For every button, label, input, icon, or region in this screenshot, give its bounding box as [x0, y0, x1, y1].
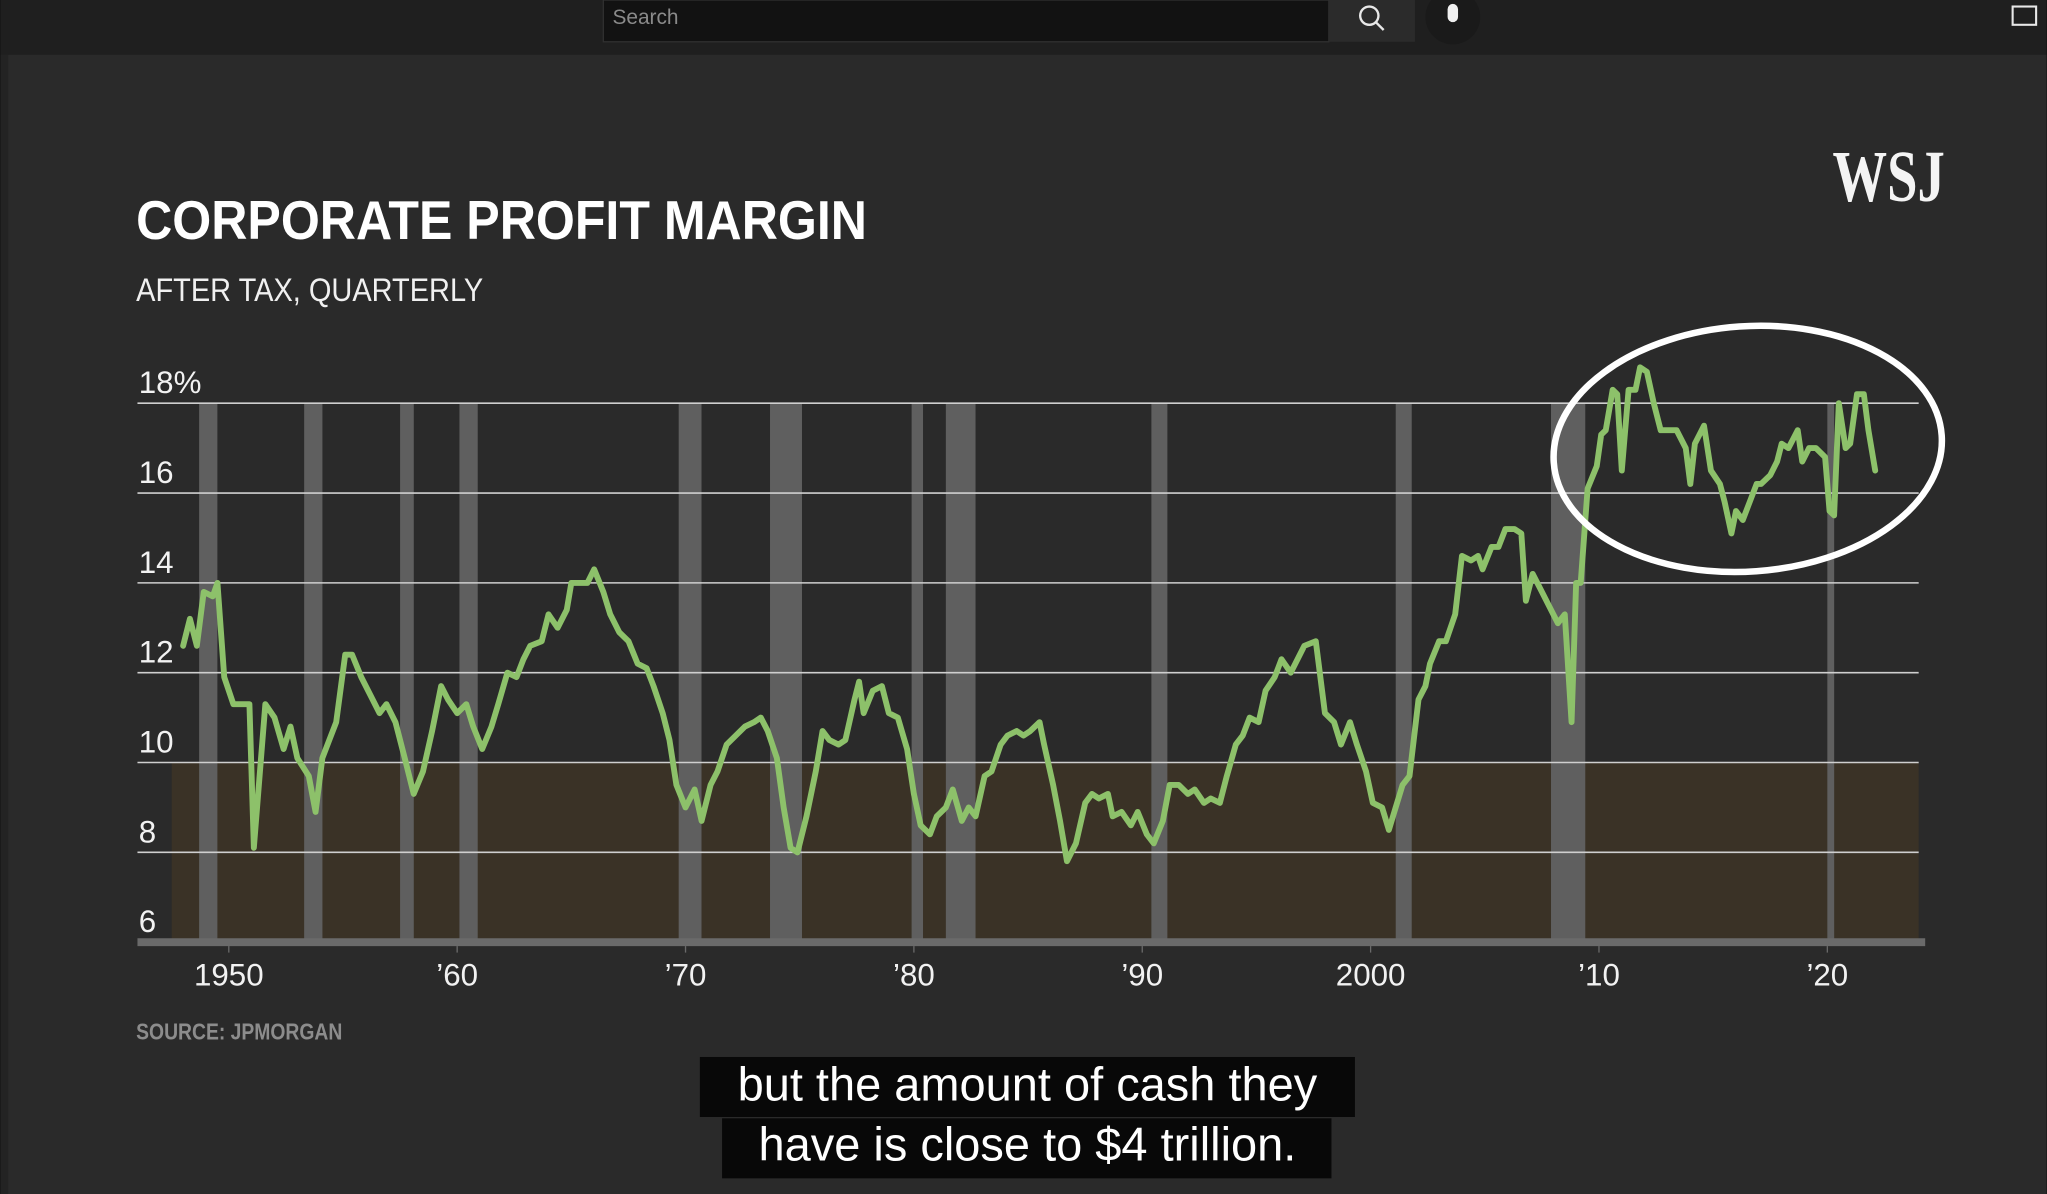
y-tick-label: 8: [139, 814, 156, 849]
caption-background: [722, 1118, 1332, 1179]
mic-icon: [1447, 3, 1459, 23]
x-tick-label: ’20: [1806, 958, 1848, 993]
create-button[interactable]: [2011, 5, 2038, 26]
y-tick-label: 16: [139, 455, 174, 490]
caption-background: [699, 1056, 1355, 1118]
x-tick-label: 1950: [194, 958, 264, 993]
y-tick-label: 14: [139, 545, 174, 580]
x-tick-label: ’70: [665, 958, 707, 993]
search-icon-handle: [1374, 21, 1385, 31]
chart-source: SOURCE: JPMORGAN: [136, 1019, 342, 1045]
x-tick-label: ’10: [1578, 958, 1620, 993]
profit-margin-line: [180, 364, 1879, 865]
x-tick-label: ’90: [1121, 958, 1163, 993]
x-tick-label: ’60: [436, 958, 478, 993]
plot: 18% 16 14 12 10 8 6 1950 ’60 ’70 ’80 ’90 2000 ’10 ’20: [137, 364, 1926, 993]
highlight-circle: [1550, 322, 1946, 576]
y-tick-label: 12: [139, 635, 174, 670]
search-box[interactable]: [602, 0, 1330, 43]
chart-title: CORPORATE PROFIT MARGIN: [136, 189, 867, 251]
wsj-logo: WSJ: [1833, 136, 1945, 217]
x-tick-label: ’80: [893, 958, 935, 993]
caption-line: have is close to $4 trillion.: [759, 1118, 1297, 1171]
caption-line: but the amount of cash they: [738, 1058, 1318, 1111]
video-content: [8, 54, 2047, 1194]
search-icon: [1358, 5, 1380, 26]
chart-subtitle: AFTER TAX, QUARTERLY: [136, 271, 483, 308]
search-placeholder: Search: [612, 6, 678, 29]
y-tick-label: 10: [139, 725, 174, 760]
y-tick-label: 18%: [139, 365, 202, 400]
y-tick-label: 6: [139, 904, 156, 939]
x-tick-label: 2000: [1336, 958, 1406, 993]
